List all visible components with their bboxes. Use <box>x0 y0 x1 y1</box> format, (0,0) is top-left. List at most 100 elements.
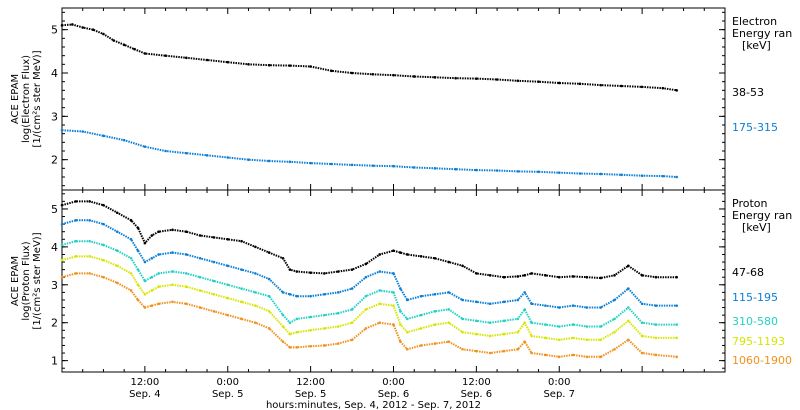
data-point <box>571 275 575 278</box>
data-point <box>288 346 292 349</box>
data-point <box>143 145 147 148</box>
y-tick-label: 5 <box>51 203 58 216</box>
data-point <box>323 313 326 317</box>
data-point <box>516 330 520 334</box>
electron-frame <box>61 7 726 191</box>
data-point <box>198 256 202 260</box>
legend-title-line: Energy ran <box>732 209 792 222</box>
data-point <box>495 169 499 172</box>
data-point <box>433 76 437 79</box>
data-point <box>433 256 437 260</box>
data-point <box>60 222 64 226</box>
data-point <box>392 291 395 294</box>
data-point <box>254 304 257 307</box>
data-point <box>406 347 409 351</box>
data-point <box>171 251 174 254</box>
data-point <box>198 306 202 309</box>
data-point <box>557 338 561 342</box>
series-line-175-315 <box>61 129 677 178</box>
data-point <box>226 313 230 317</box>
data-point <box>371 73 375 76</box>
data-point <box>488 302 492 306</box>
data-point <box>129 219 133 222</box>
data-point <box>309 344 312 348</box>
data-point <box>454 76 457 80</box>
y-tick-label: 4 <box>51 67 58 80</box>
data-point <box>212 292 216 296</box>
data-point <box>88 255 91 258</box>
data-point <box>433 342 437 345</box>
y-tick-label: 1 <box>51 355 58 368</box>
data-point <box>495 78 499 81</box>
data-point <box>198 289 202 292</box>
data-point <box>240 239 243 243</box>
data-point <box>143 292 147 296</box>
data-point <box>419 255 423 258</box>
data-point <box>157 272 160 275</box>
x-tick-time-label: 12:00 <box>130 377 159 388</box>
data-point <box>129 272 133 275</box>
data-point <box>102 222 105 226</box>
legend-entry-310-580: 310-580 <box>732 315 778 328</box>
data-point <box>71 23 74 26</box>
data-point <box>267 310 271 313</box>
series-line-47-68 <box>61 200 677 279</box>
data-point <box>281 325 285 328</box>
y-tick-label: 3 <box>51 110 58 123</box>
data-point <box>488 334 492 338</box>
data-point <box>212 236 216 239</box>
data-point <box>447 291 451 294</box>
data-point <box>523 340 527 343</box>
y-axis-label-line: [1/(cm²s ster MeV)] <box>32 232 43 329</box>
x-tick-date-label: Sep. 7 <box>543 389 575 400</box>
data-point <box>516 275 520 278</box>
data-point <box>185 230 188 234</box>
series-line-1060-1900 <box>61 272 677 358</box>
data-point <box>143 260 147 264</box>
data-point <box>537 80 540 83</box>
x-tick-date-label: Sep. 5 <box>212 389 244 400</box>
data-point <box>544 304 547 307</box>
legend-entry-1060-1900: 1060-1900 <box>732 354 792 367</box>
data-point <box>212 310 216 313</box>
data-point <box>364 327 368 330</box>
data-point <box>350 338 354 342</box>
data-point <box>288 321 292 325</box>
data-point <box>557 325 561 328</box>
data-point <box>412 75 416 78</box>
data-point <box>461 298 464 302</box>
data-point <box>419 313 423 317</box>
data-point <box>157 253 160 256</box>
data-point <box>675 275 678 279</box>
data-point <box>226 296 230 300</box>
data-point <box>516 347 520 351</box>
data-point <box>157 302 160 306</box>
y-tick-label: 4 <box>51 241 58 254</box>
data-point <box>323 344 326 347</box>
data-point <box>350 308 354 311</box>
data-point <box>585 306 589 309</box>
legend-entry-795-1193: 795-1193 <box>732 335 785 348</box>
data-point <box>447 260 451 264</box>
data-point <box>599 306 602 309</box>
y-axis-label-line: log(Proton Flux) <box>21 241 32 320</box>
data-point <box>164 54 167 57</box>
data-point <box>447 308 451 311</box>
data-point <box>150 275 154 279</box>
data-point <box>350 163 354 167</box>
data-point <box>654 323 658 326</box>
x-tick-date-label: Sep. 6 <box>461 389 493 400</box>
data-point <box>150 256 154 260</box>
data-point <box>640 321 644 325</box>
data-point <box>461 317 464 321</box>
data-point <box>475 319 478 323</box>
data-point <box>364 262 368 266</box>
data-point <box>74 219 78 222</box>
y-axis-label-line: ACE EPAM <box>10 256 21 306</box>
data-point <box>454 167 457 171</box>
data-point <box>516 317 520 321</box>
y-axis-label-line: ACE EPAM <box>10 74 21 124</box>
legend-entry-175-315: 175-315 <box>732 121 778 134</box>
data-point <box>523 291 527 294</box>
data-point <box>212 279 216 283</box>
